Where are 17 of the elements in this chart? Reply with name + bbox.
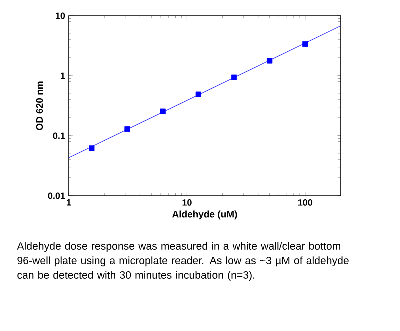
text: Aldehyde dose response was measured in a white wall/clear bottom 96-well plate using a microplate reader. As low as ~3 µM of aldehyde can be detected with 30 minutes incubation (n=3).	[17, 242, 349, 282]
point	[231, 74, 238, 80]
x-tick-label: 1	[67, 200, 72, 206]
point	[89, 146, 95, 152]
y-tick-label: 10	[56, 12, 66, 20]
x-axis-title: Aldehyde (uM)	[172, 210, 238, 220]
point	[124, 126, 130, 132]
point	[160, 108, 166, 114]
y-axis-title: OD 620 nm	[36, 82, 44, 130]
point	[196, 92, 202, 98]
y-tick-label: 0.1	[53, 132, 66, 140]
y-tick-label: 1	[61, 72, 66, 80]
point	[267, 58, 273, 64]
x-tick-label: 100	[298, 200, 313, 206]
y-tick-label: 0.01	[48, 192, 66, 200]
point	[302, 42, 308, 48]
x-tick-label: 10	[182, 200, 192, 206]
